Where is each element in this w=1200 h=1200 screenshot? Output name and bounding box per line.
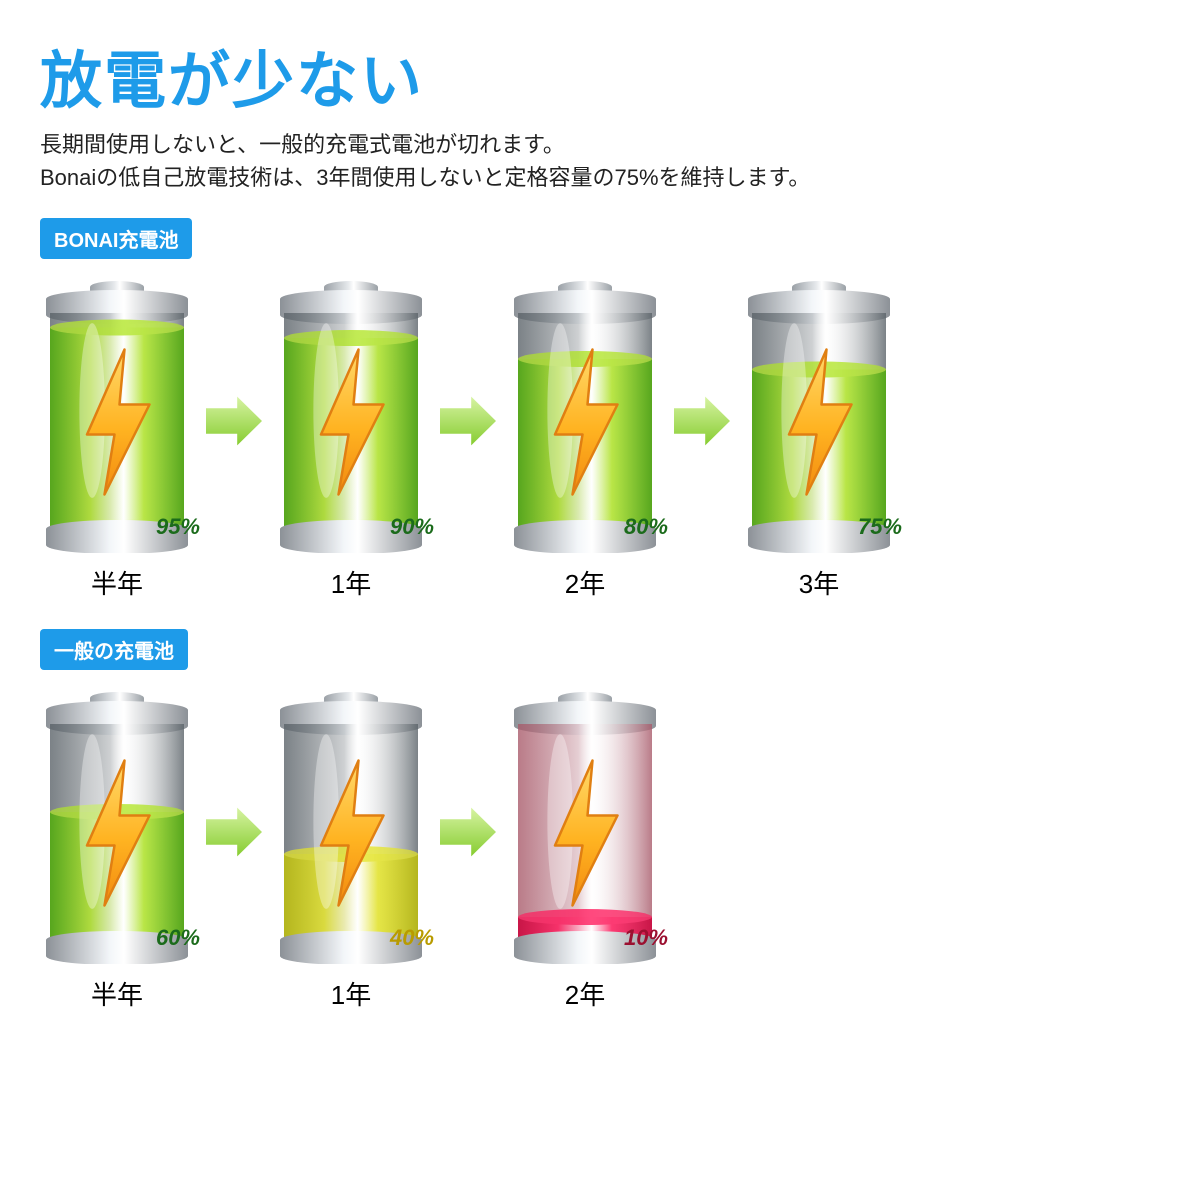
battery-cell: 60% 半年 (40, 684, 194, 1012)
battery-icon: 75% (742, 273, 896, 558)
arrow-icon (202, 800, 266, 869)
battery-cell: 40%1年 (274, 684, 428, 1012)
battery-section: 一般の充電池 (40, 629, 1160, 1012)
section-badge: 一般の充電池 (40, 629, 188, 670)
time-label: 2年 (565, 975, 605, 1012)
battery-cell: 90%1年 (274, 273, 428, 601)
battery-icon: 40% (274, 684, 428, 969)
arrow-icon (436, 800, 500, 869)
page-subtitle: 長期間使用しないと、一般的充電式電池が切れます。 Bonaiの低自己放電技術は、… (40, 128, 1160, 194)
section-badge: BONAI充電池 (40, 218, 192, 259)
battery-icon: 90% (274, 273, 428, 558)
percent-label: 80% (624, 514, 668, 540)
battery-cell: 95% 半年 (40, 273, 194, 601)
time-label: 1年 (331, 564, 371, 601)
time-label: 半年 (91, 975, 143, 1012)
battery-icon: 60% (40, 684, 194, 969)
battery-icon: 10% (508, 684, 662, 969)
percent-label: 95% (156, 514, 200, 540)
subtitle-line2: Bonaiの低自己放電技術は、3年間使用しないと定格容量の75%を維持します。 (40, 165, 810, 190)
arrow-icon (202, 389, 266, 458)
time-label: 2年 (565, 564, 605, 601)
percent-label: 10% (624, 925, 668, 951)
time-label: 1年 (331, 975, 371, 1012)
sections-container: BONAI充電池 (40, 218, 1160, 1012)
time-label: 3年 (799, 564, 839, 601)
percent-label: 90% (390, 514, 434, 540)
page-title: 放電が少ない (40, 30, 1160, 120)
arrow-icon (670, 389, 734, 458)
percent-label: 40% (390, 925, 434, 951)
subtitle-line1: 長期間使用しないと、一般的充電式電池が切れます。 (40, 132, 565, 157)
battery-section: BONAI充電池 (40, 218, 1160, 601)
battery-row: 95% 半年 (40, 273, 1160, 601)
time-label: 半年 (91, 564, 143, 601)
battery-cell: 10%2年 (508, 684, 662, 1012)
battery-icon: 80% (508, 273, 662, 558)
percent-label: 60% (156, 925, 200, 951)
arrow-icon (436, 389, 500, 458)
battery-row: 60% 半年 (40, 684, 1160, 1012)
percent-label: 75% (858, 514, 902, 540)
battery-cell: 80%2年 (508, 273, 662, 601)
battery-cell: 75%3年 (742, 273, 896, 601)
battery-icon: 95% (40, 273, 194, 558)
